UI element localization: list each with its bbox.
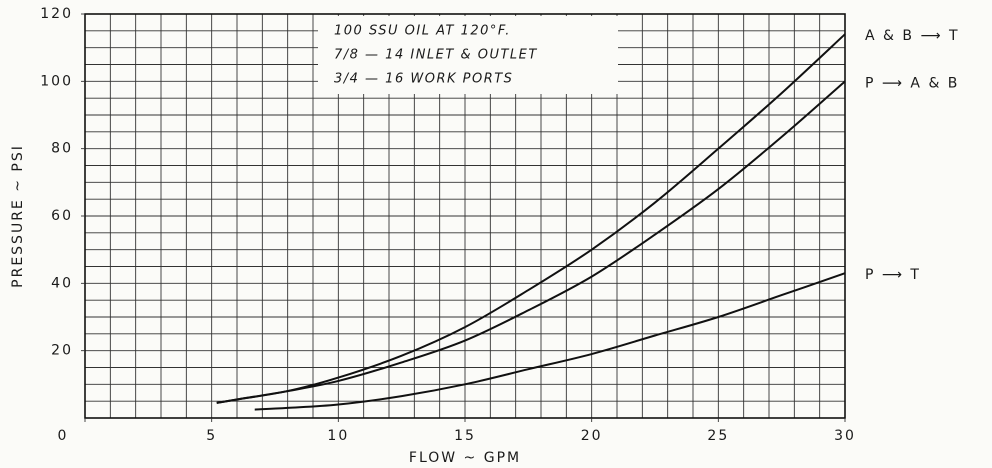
x-tick-label: 20 [581, 428, 603, 444]
x-tick-label: 5 [206, 428, 217, 444]
curve [216, 80, 846, 404]
x-tick-label: 10 [327, 428, 349, 444]
y-tick-label: 120 [40, 6, 73, 22]
x-tick-label: 0 [58, 428, 69, 444]
x-tick-label: 30 [834, 428, 856, 444]
y-tick-label: 60 [51, 208, 73, 224]
y-axis-label: PRESSURE ~ PSI [10, 144, 26, 288]
x-tick-label: 15 [454, 428, 476, 444]
annotation: 7/8 — 14 INLET & OUTLET [334, 48, 538, 63]
curve [254, 272, 846, 411]
series-label: A & B ⟶ T [865, 28, 960, 44]
y-tick-label: 20 [51, 343, 73, 359]
y-tick-label: 40 [51, 275, 73, 291]
annotation: 100 SSU OIL AT 120°F. [334, 24, 511, 39]
x-axis-label: FLOW ~ GPM [409, 450, 521, 466]
y-tick-label: 80 [51, 141, 73, 157]
series-label: P ⟶ T [865, 267, 921, 283]
series-label: P ⟶ A & B [865, 75, 959, 91]
annotation-box [318, 16, 618, 94]
annotation: 3/4 — 16 WORK PORTS [334, 72, 513, 87]
y-tick-label: 100 [40, 73, 73, 89]
x-tick-label: 25 [707, 428, 729, 444]
